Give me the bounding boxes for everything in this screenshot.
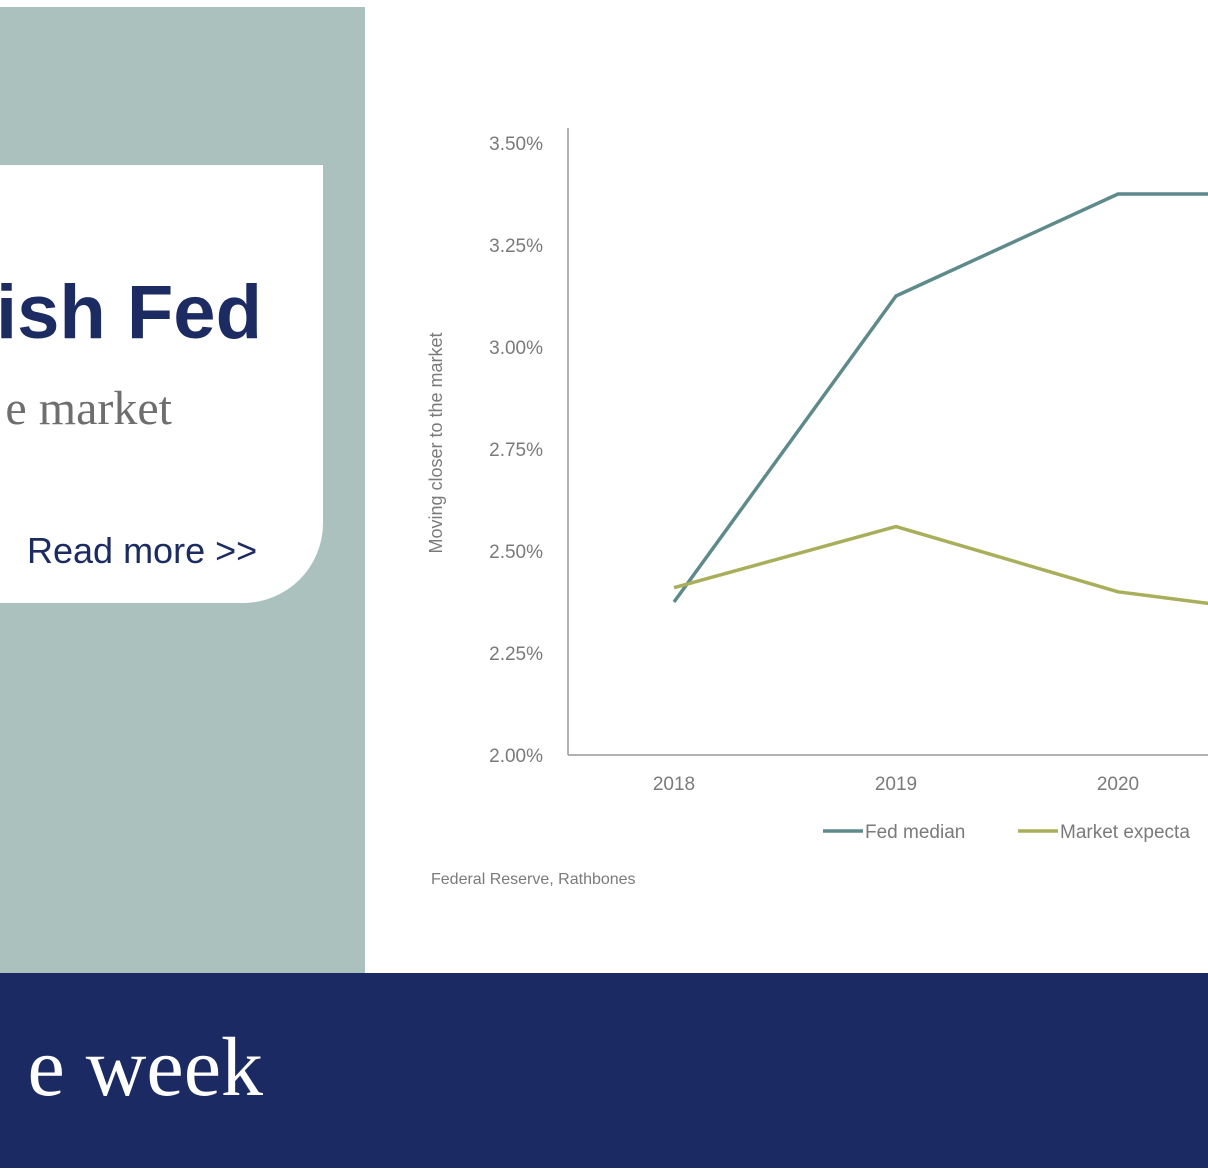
y-tick-label: 2.25% — [489, 644, 543, 665]
y-tick-label: 2.00% — [489, 746, 543, 767]
y-tick-label: 2.50% — [489, 542, 543, 563]
y-tick-label: 3.00% — [489, 338, 543, 359]
chart: 2.00% 2.25% 2.50% 2.75% 3.00% 3.25% 3.50% 2018 2… — [426, 128, 1208, 888]
headline: ish Fed — [0, 270, 262, 355]
banner — [0, 973, 1208, 1168]
subhead: e market — [5, 382, 172, 435]
card — [0, 165, 323, 603]
legend-label: Market expecta — [1060, 822, 1190, 843]
legend-label: Fed median — [865, 822, 965, 843]
x-tick-label: 2018 — [653, 774, 695, 795]
y-tick-label: 3.25% — [489, 236, 543, 257]
x-tick-label: 2019 — [875, 774, 917, 795]
series-line — [672, 192, 1208, 604]
source-note: Federal Reserve, Rathbones — [431, 871, 636, 888]
banner-title: e week — [27, 1021, 263, 1114]
x-tick-label: 2020 — [1097, 774, 1139, 795]
y-tick-label: 2.75% — [489, 440, 543, 461]
y-tick-label: 3.50% — [489, 134, 543, 155]
read-more-link[interactable]: Read more >> — [27, 530, 257, 571]
y-axis-label: Moving closer to the market — [426, 332, 446, 553]
series-line — [673, 524, 1208, 606]
